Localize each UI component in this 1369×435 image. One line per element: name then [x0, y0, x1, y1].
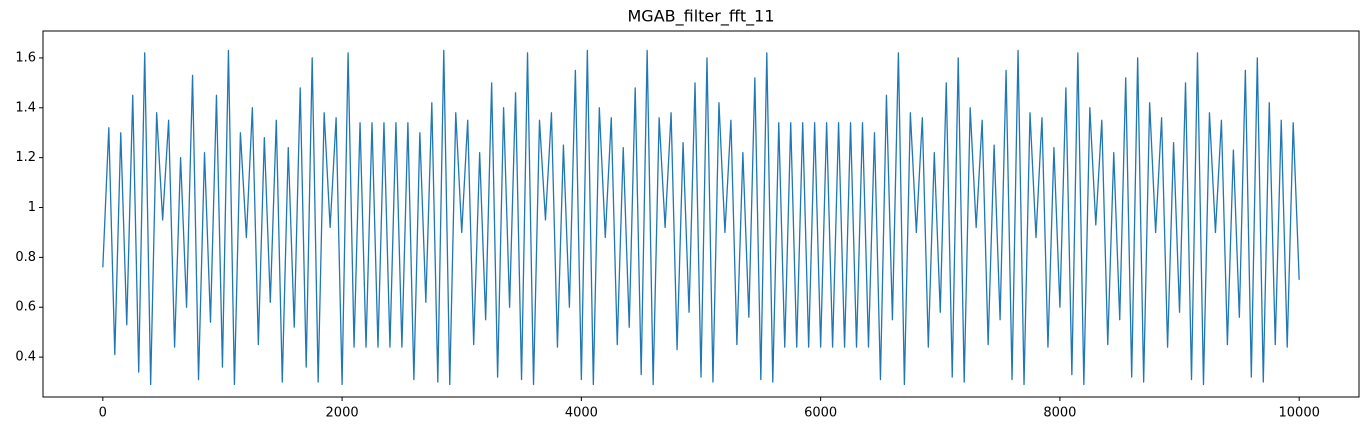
y-tick-label: 1.4 [15, 100, 36, 115]
y-tick-label: 1 [28, 200, 36, 215]
x-tick-label: 4000 [565, 406, 598, 421]
line-series [102, 49, 1300, 386]
y-tick-label: 0.8 [15, 250, 36, 265]
x-tick-label: 8000 [1043, 406, 1076, 421]
y-tick-label: 0.6 [15, 300, 36, 315]
chart-title: MGAB_filter_fft_11 [628, 7, 775, 27]
x-tick-label: 0 [99, 406, 107, 421]
x-tick-label: 10000 [1279, 406, 1320, 421]
x-tick-label: 6000 [804, 406, 837, 421]
x-tick-label: 2000 [326, 406, 359, 421]
y-tick-label: 1.6 [15, 50, 36, 65]
y-tick-label: 1.2 [15, 150, 36, 165]
y-tick-label: 0.4 [15, 350, 36, 365]
plot-frame [42, 30, 1360, 398]
